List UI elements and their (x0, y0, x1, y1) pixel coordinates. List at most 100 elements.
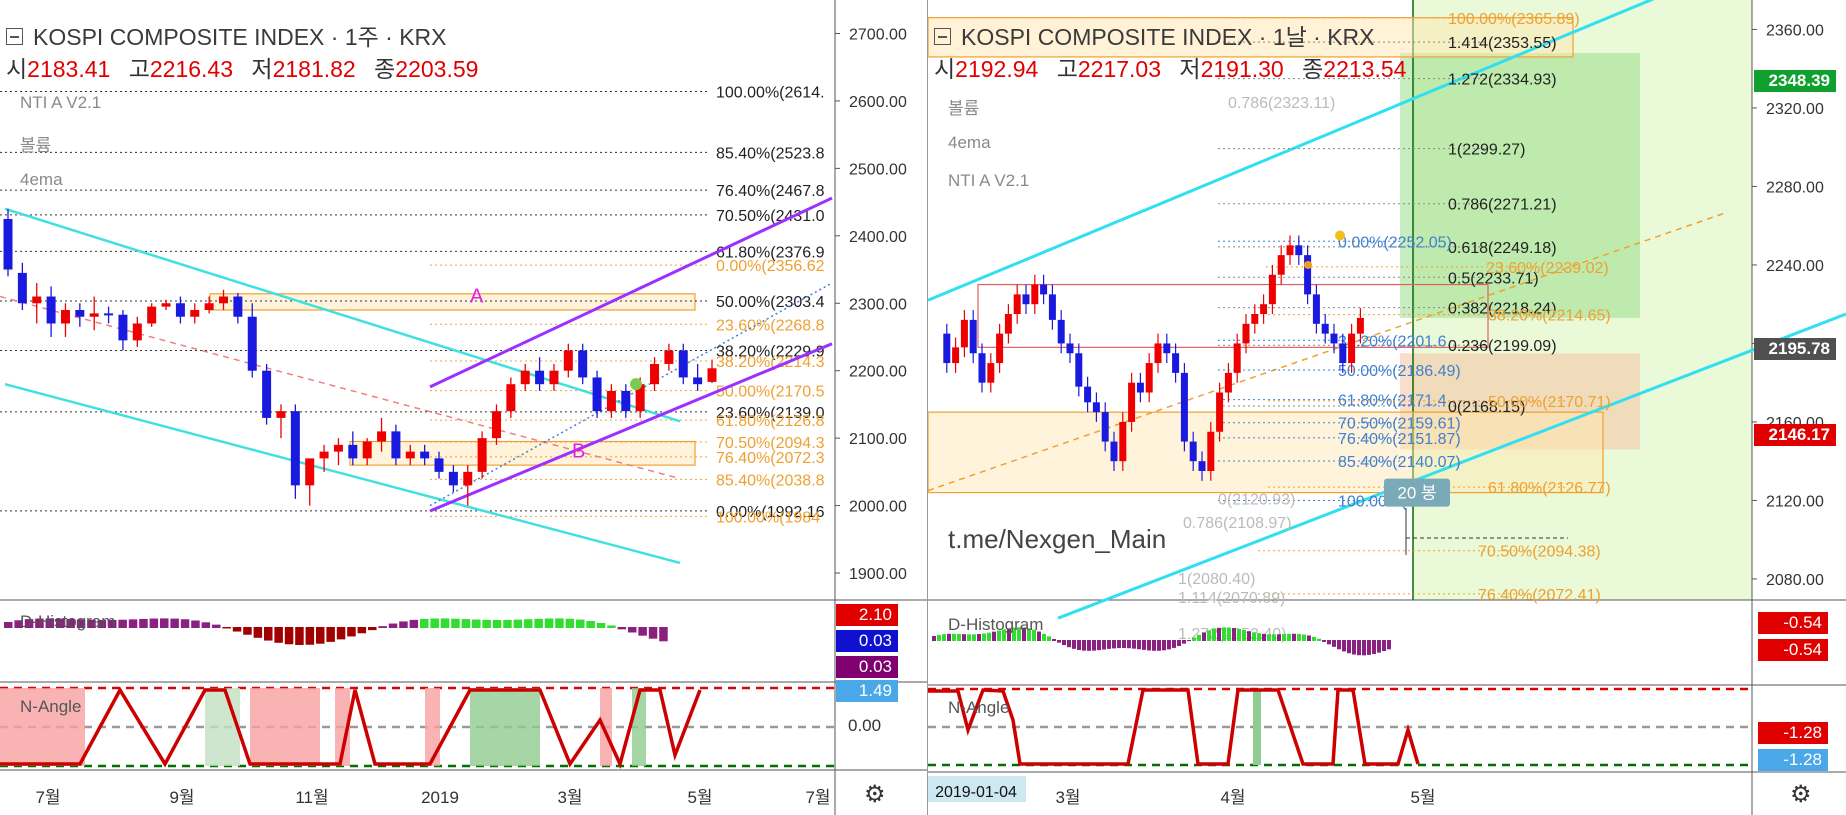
histogram-bar (513, 619, 523, 628)
chart-title-text: KOSPI COMPOSITE INDEX · 1주 · KRX (33, 24, 447, 50)
histogram-label: D-Histogram (20, 612, 116, 631)
histogram-bar (430, 618, 439, 628)
indicator-label[interactable]: 볼륨 (948, 99, 980, 118)
histogram-bar (1302, 634, 1306, 641)
fib-level-label: 0.00%(2252.05) (1338, 234, 1452, 251)
histogram-bar (24, 619, 34, 628)
histogram-bar (76, 619, 86, 628)
histogram-bar (1207, 630, 1211, 641)
histogram-bar (1132, 640, 1136, 649)
candle-body (952, 347, 960, 364)
histogram-bar (1362, 640, 1366, 656)
pane-divider[interactable] (927, 0, 928, 815)
daily-chart-canvas[interactable]: 2360.002320.002280.002240.002200.002160.… (928, 0, 1846, 815)
weekly-chart-canvas[interactable]: 2700.00 2600.00 2500.00 2400.00 2300.00 2200.… (0, 0, 927, 815)
candle-body (1224, 372, 1232, 393)
fib-level-label: 70.50%(2159.61) (1338, 416, 1461, 433)
histogram-bar (1322, 640, 1326, 642)
candle-body (506, 384, 516, 412)
histogram-bar (1272, 634, 1276, 641)
fib-level-label: 0.786(2323.11) (1228, 95, 1335, 112)
candle-body (1163, 343, 1171, 354)
candle-body (1075, 353, 1083, 387)
time-tick-label: 3월 (557, 788, 582, 807)
fib-level-label: 0.618(2249.18) (1448, 240, 1557, 257)
daily-chart-pane[interactable]: 2360.002320.002280.002240.002200.002160.… (928, 0, 1846, 815)
candle-body (262, 370, 272, 418)
channel-line-upper (429, 196, 833, 389)
candle-body (1136, 382, 1144, 393)
histogram-bar (1162, 640, 1166, 651)
histogram-bar (957, 633, 961, 641)
candle-body (204, 303, 214, 310)
fib-level-label: 1.414(2353.55) (1448, 35, 1557, 52)
price-tag: 2195.78 (1754, 338, 1836, 360)
fib-level-label: 0.382(2218.24) (1448, 301, 1557, 318)
candle-body (434, 458, 444, 472)
histogram-bar (420, 618, 429, 628)
angle-label: N-Angle (20, 697, 82, 716)
histogram-bar (451, 618, 460, 628)
histogram-bar (472, 619, 481, 628)
histogram-bar (1237, 628, 1241, 641)
fib-level-label: 50.00%(2170.5 (716, 384, 825, 401)
price-tick-label: 2240.00 (1766, 258, 1824, 275)
histogram-bar (264, 627, 273, 641)
candle-body (1145, 363, 1153, 393)
histogram-bar (45, 618, 55, 628)
indicator-label[interactable]: NTI A V2.1 (20, 93, 102, 112)
indicator-label[interactable]: 4ema (948, 133, 991, 152)
candle-body (247, 316, 257, 371)
collapse-icon[interactable] (934, 28, 951, 46)
histogram-bar (1222, 627, 1226, 641)
angle-value-tag: -1.28 (1758, 722, 1828, 744)
histogram-bar (1077, 640, 1081, 650)
histogram-bar (1287, 633, 1291, 641)
channel-line-lower (1057, 312, 1846, 620)
range-box (977, 283, 1489, 348)
fib-level-label: 100.00%(2365.89) (1448, 11, 1580, 28)
candle-body (943, 333, 951, 364)
candle-body (362, 441, 372, 459)
candle-body (463, 471, 473, 486)
channel-line-lower (429, 342, 833, 513)
target-zone (1400, 52, 1640, 318)
histogram-bar (962, 634, 966, 641)
settings-gear-icon[interactable]: ⚙ (1790, 781, 1812, 808)
supply-zone (928, 17, 1574, 58)
price-tick-label: 1900.00 (849, 566, 907, 583)
fib-level-label: 61.80%(2126.77) (1488, 480, 1611, 497)
indicator-label[interactable]: 볼륨 (20, 136, 52, 155)
histogram-bar (56, 618, 65, 628)
candle-body (635, 384, 645, 412)
price-tick-label: 2000.00 (849, 499, 907, 516)
histogram-bar (596, 622, 606, 628)
fib-level-label: 70.50%(2094.3 (716, 435, 825, 452)
histogram-bar (576, 619, 585, 628)
histogram-bar (170, 618, 179, 628)
histogram-bar (201, 622, 211, 628)
candle-body (1277, 255, 1285, 275)
collapse-icon[interactable] (6, 28, 23, 46)
fib-level-label: 38.20%(2229.9 (716, 344, 825, 361)
angle-value-tag: 1.49 (836, 680, 898, 702)
histogram-bar (1357, 640, 1361, 656)
weekly-chart-pane[interactable]: 2700.00 2600.00 2500.00 2400.00 2300.00 2200.… (0, 0, 927, 815)
candle-body (1304, 255, 1312, 295)
histogram-bar (160, 618, 169, 628)
histogram-bar (982, 633, 986, 641)
histogram-bar (937, 634, 941, 641)
indicator-label[interactable]: 4ema (20, 170, 63, 189)
histogram-bar (440, 618, 450, 628)
histogram-bar (492, 619, 502, 628)
indicator-label[interactable]: NTI A V2.1 (948, 171, 1030, 190)
time-tick-label: 4월 (1220, 788, 1245, 807)
histogram-value-tag: -0.54 (1758, 612, 1828, 634)
fib-level-label: 100.00%(2614. (716, 84, 825, 101)
histogram-bar (4, 622, 13, 628)
histogram-bar (586, 620, 595, 628)
histogram-bar (180, 619, 190, 628)
histogram-bar (1067, 640, 1071, 648)
angle-label: N-Angle (948, 698, 1010, 717)
settings-gear-icon[interactable]: ⚙ (864, 781, 886, 808)
